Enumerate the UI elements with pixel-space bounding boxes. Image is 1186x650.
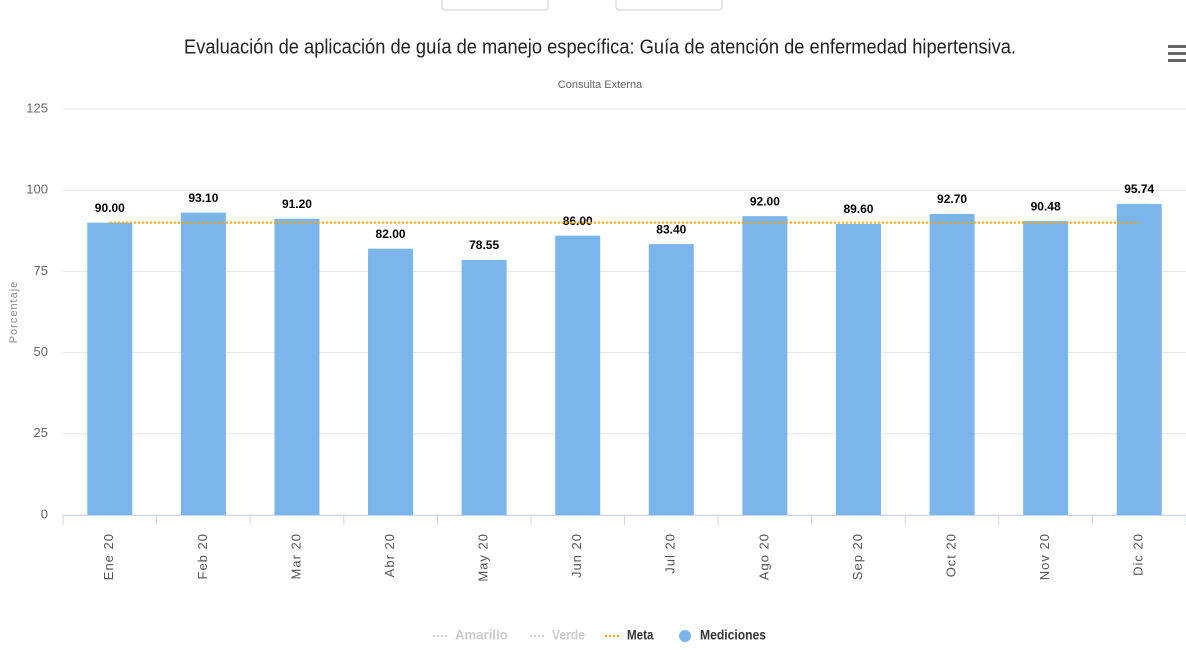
y-tick-label: 0 (41, 506, 48, 521)
data-label: 82.00 (376, 227, 406, 241)
x-tick-label: Jul 20 (663, 533, 678, 574)
data-label: 83.40 (656, 222, 686, 236)
x-tick-label: May 20 (476, 533, 491, 582)
data-label: 91.20 (282, 197, 312, 211)
button[interactable] (441, 0, 549, 11)
legend-item[interactable]: Meta (605, 627, 654, 643)
button[interactable] (615, 0, 723, 11)
legend-label: Amarillo (455, 627, 508, 643)
x-tick-label: Dic 20 (1131, 533, 1146, 576)
legend-item[interactable]: Verde (530, 627, 585, 643)
data-label: 89.60 (843, 202, 873, 216)
bar (555, 235, 601, 515)
menu-icon[interactable] (1168, 45, 1186, 62)
bar (835, 223, 881, 516)
data-label: 92.70 (937, 192, 967, 206)
data-label: 90.00 (95, 201, 125, 215)
x-tick-label: Ago 20 (756, 533, 771, 580)
data-label: 93.10 (188, 191, 218, 205)
chart-subtitle: Consulta Externa (558, 79, 643, 91)
x-tick-label: Mar 20 (288, 533, 303, 579)
legend-label: Verde (552, 627, 585, 643)
bar (648, 244, 694, 515)
data-label: 78.55 (469, 238, 499, 252)
bar (1116, 204, 1162, 515)
menu-bar (1168, 45, 1186, 48)
y-tick-label: 50 (34, 344, 48, 359)
bar (1023, 221, 1069, 515)
bar (929, 213, 975, 515)
legend-label: Meta (627, 627, 654, 643)
x-tick-label: Nov 20 (1037, 533, 1052, 580)
y-tick-label: 125 (26, 100, 48, 115)
x-tick-label: Oct 20 (943, 533, 958, 577)
y-tick-label: 25 (34, 425, 48, 440)
x-tick-label: Sep 20 (850, 533, 865, 580)
menu-bar (1168, 52, 1186, 55)
data-label: 90.48 (1031, 199, 1061, 213)
bar (87, 222, 133, 515)
y-axis-label: Porcentaje (8, 281, 20, 344)
x-tick-label: Jun 20 (569, 533, 584, 578)
bar (180, 212, 226, 515)
data-label: 92.00 (750, 194, 780, 208)
legend-label: Mediciones (700, 627, 766, 643)
chart-title: Evaluación de aplicación de guía de mane… (184, 36, 1016, 58)
legend-item[interactable]: Amarillo (433, 627, 508, 643)
menu-bar (1168, 59, 1186, 62)
data-label: 86.00 (563, 214, 593, 228)
bar (368, 248, 414, 515)
data-label: 95.74 (1124, 182, 1154, 196)
y-tick-label: 75 (34, 263, 48, 278)
bar (461, 259, 507, 515)
bar (742, 216, 788, 515)
legend-item[interactable]: Mediciones (679, 627, 766, 643)
x-tick-label: Ene 20 (101, 533, 116, 580)
bar (274, 218, 320, 515)
x-tick-label: Feb 20 (195, 533, 210, 579)
legend-symbol (679, 630, 691, 642)
y-tick-label: 100 (26, 182, 48, 197)
x-tick-label: Abr 20 (382, 533, 397, 577)
